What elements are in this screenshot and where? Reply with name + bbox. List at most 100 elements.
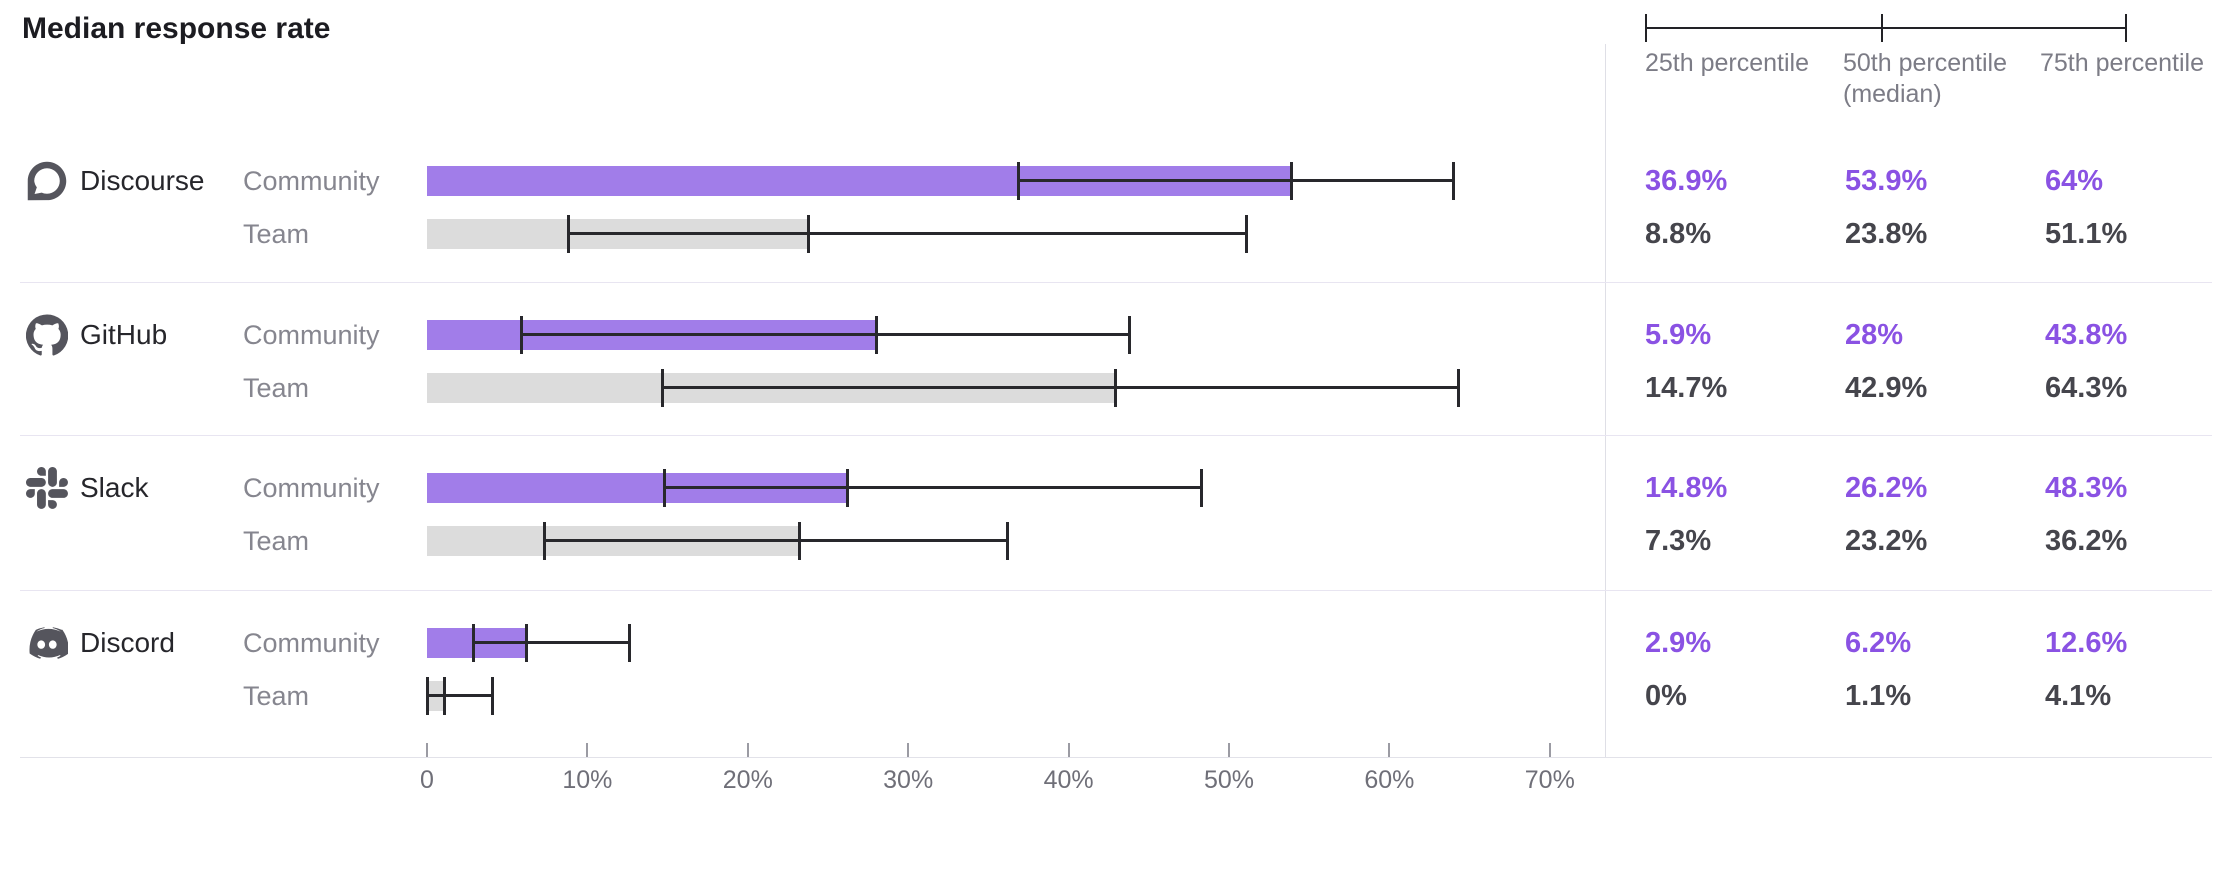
platform-label: GitHub <box>80 319 168 350</box>
row-label-community: Community <box>243 166 380 196</box>
percentile-range-line <box>521 333 1130 336</box>
column-header-p50: 50th percentile (median) <box>1843 49 2008 108</box>
legend-p75-tick <box>2125 14 2127 42</box>
platform-label: Discord <box>80 627 175 658</box>
axis-tick-20% <box>746 743 749 757</box>
team-value-p25: 8.8% <box>1645 218 1712 250</box>
community-value-p25: 36.9% <box>1645 165 1728 197</box>
p50-tick <box>845 469 849 507</box>
p75-tick <box>1456 369 1460 407</box>
axis-label-50%: 50% <box>1203 766 1255 794</box>
p50-tick <box>797 522 801 560</box>
p75-tick <box>491 677 495 715</box>
legend-p50-tick <box>1881 14 1883 42</box>
p50-tick <box>807 215 811 253</box>
axis-label-30%: 30% <box>883 766 934 794</box>
team-value-p25: 0% <box>1645 680 1687 712</box>
axis-tick-40% <box>1067 743 1070 757</box>
p50-tick <box>524 624 528 662</box>
row-label-team: Team <box>243 526 310 556</box>
column-header-p25: 25th percentile <box>1645 49 1810 77</box>
community-value-p50: 53.9% <box>1845 165 1928 197</box>
axis-tick-10% <box>586 743 589 757</box>
team-value-p75: 64.3% <box>2045 372 2128 404</box>
axis-tick-30% <box>907 743 910 757</box>
community-value-p50: 26.2% <box>1845 472 1928 504</box>
p75-tick <box>1245 215 1249 253</box>
p50-tick <box>874 316 878 354</box>
axis-label-20%: 20% <box>722 766 773 794</box>
axis-tick-60% <box>1388 743 1391 757</box>
percentile-range-line <box>662 386 1459 389</box>
p25-tick <box>661 369 665 407</box>
axis-label-10%: 10% <box>562 766 613 794</box>
discourse-icon <box>26 160 68 202</box>
row-label-community: Community <box>243 473 380 503</box>
group-divider <box>20 282 2212 283</box>
column-header-p75: 75th percentile <box>2040 49 2205 77</box>
community-value-p50: 6.2% <box>1845 627 1912 659</box>
axis-label-60%: 60% <box>1364 766 1415 794</box>
p25-tick <box>542 522 546 560</box>
percentile-range-line <box>473 641 630 644</box>
p75-tick <box>1006 522 1010 560</box>
p50-tick <box>443 677 447 715</box>
p75-tick <box>1128 316 1132 354</box>
community-value-p50: 28% <box>1845 319 1904 351</box>
row-label-team: Team <box>243 373 310 403</box>
axis-label-0: 0 <box>420 766 434 794</box>
community-value-p75: 64% <box>2045 165 2104 197</box>
team-value-p25: 14.7% <box>1645 372 1728 404</box>
team-value-p75: 36.2% <box>2045 525 2128 557</box>
axis-tick-50% <box>1228 743 1230 757</box>
community-value-p25: 5.9% <box>1645 319 1712 351</box>
platform-label: Discourse <box>80 165 205 196</box>
table-divider <box>1605 44 1606 757</box>
legend-range-line <box>1645 27 2127 29</box>
axis-label-70%: 70% <box>1524 766 1575 794</box>
discord-icon <box>26 622 68 664</box>
p25-tick <box>425 677 429 715</box>
p25-tick <box>662 469 666 507</box>
p50-tick <box>1290 162 1294 200</box>
team-value-p50: 23.8% <box>1845 218 1928 250</box>
p75-tick <box>1452 162 1456 200</box>
p75-tick <box>627 624 631 662</box>
p25-tick <box>520 316 524 354</box>
percentile-legend-whisker <box>1645 14 2127 44</box>
team-value-p25: 7.3% <box>1645 525 1712 557</box>
percentile-range-line <box>568 232 1247 235</box>
community-value-p75: 48.3% <box>2045 472 2128 504</box>
slack-icon <box>26 467 68 509</box>
community-value-p25: 2.9% <box>1645 627 1712 659</box>
community-value-p25: 14.8% <box>1645 472 1728 504</box>
row-label-community: Community <box>243 628 380 658</box>
community-value-p75: 12.6% <box>2045 627 2128 659</box>
group-divider <box>20 590 2212 591</box>
axis-tick-70% <box>1548 743 1551 757</box>
community-value-p75: 43.8% <box>2045 319 2128 351</box>
platform-label: Slack <box>80 472 149 503</box>
row-label-team: Team <box>243 219 310 249</box>
axis-tick-0 <box>426 743 428 757</box>
p25-tick <box>472 624 476 662</box>
team-value-p50: 42.9% <box>1845 372 1928 404</box>
percentile-range-line <box>664 486 1202 489</box>
team-value-p50: 1.1% <box>1845 680 1912 712</box>
p75-tick <box>1200 469 1204 507</box>
axis-label-40%: 40% <box>1043 766 1094 794</box>
row-label-community: Community <box>243 320 380 350</box>
page-title: Median response rate <box>22 12 331 45</box>
team-value-p75: 4.1% <box>2045 680 2112 712</box>
legend-p25-tick <box>1645 14 1647 42</box>
percentile-range-line <box>427 694 493 697</box>
p50-tick <box>1113 369 1117 407</box>
group-divider <box>20 435 2212 436</box>
team-value-p50: 23.2% <box>1845 525 1928 557</box>
percentile-range-line <box>1018 179 1454 182</box>
row-label-team: Team <box>243 681 310 711</box>
x-axis-baseline <box>20 757 2212 758</box>
github-icon <box>26 314 68 356</box>
p25-tick <box>1017 162 1021 200</box>
